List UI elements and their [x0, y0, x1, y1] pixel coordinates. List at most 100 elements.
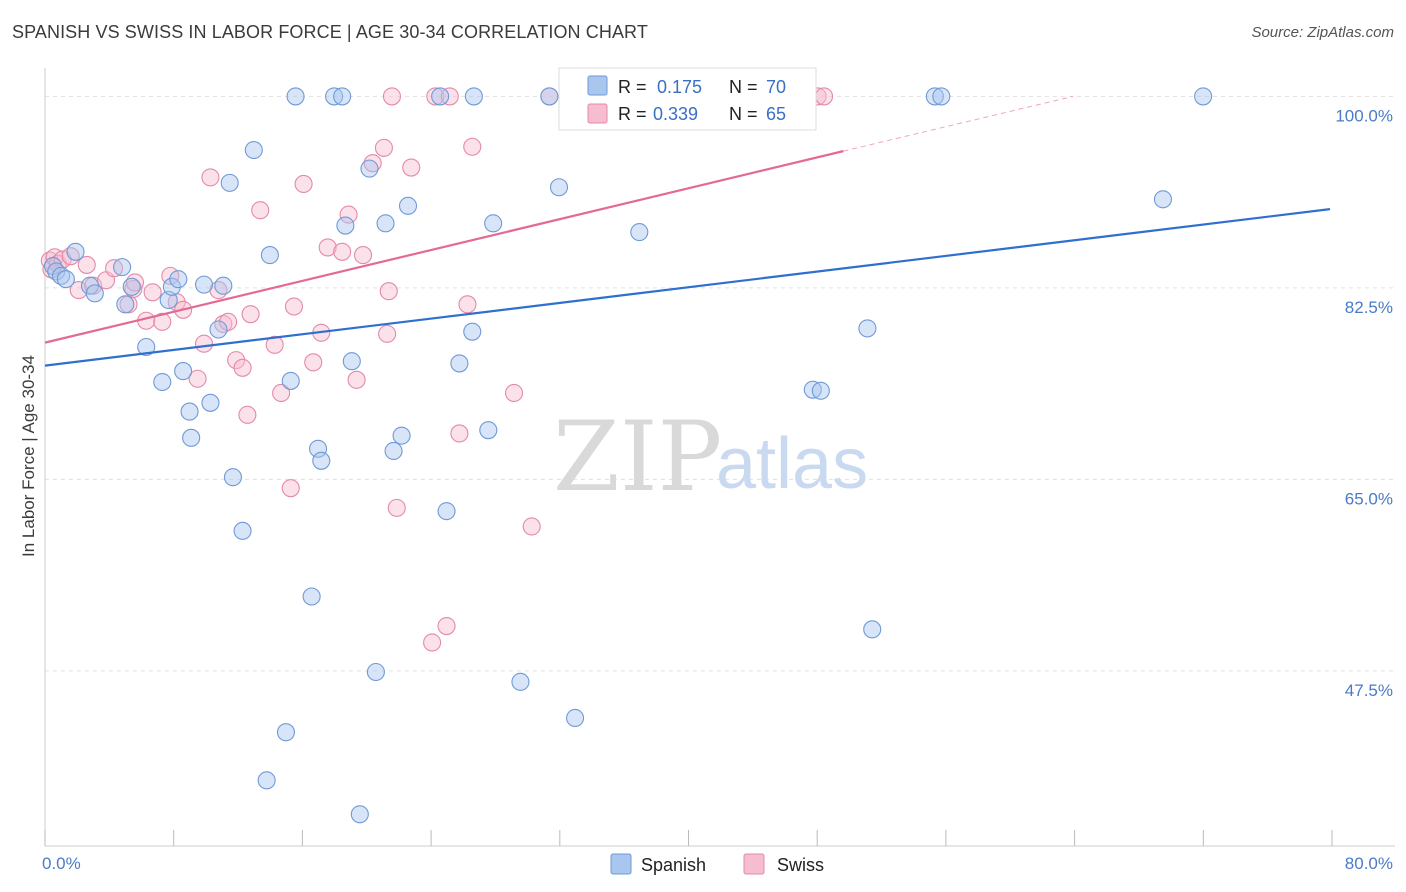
swiss-point: [219, 312, 238, 331]
spanish-point: [431, 87, 450, 106]
spanish-point: [333, 87, 352, 106]
swiss-point: [814, 87, 834, 106]
swiss-point: [238, 405, 257, 424]
spanish-point: [479, 421, 498, 440]
spanish-point: [450, 354, 469, 373]
swiss-point: [347, 370, 366, 389]
swiss-point: [284, 297, 304, 316]
watermark-atlas: atlas: [716, 424, 868, 504]
spanish-point: [309, 439, 328, 458]
y-tick-label: 100.0%: [1335, 106, 1393, 125]
spanish-point: [464, 87, 483, 106]
spanish-point: [56, 270, 75, 289]
spanish-point: [122, 277, 141, 296]
spanish-point: [66, 242, 85, 261]
trend-layer: [44, 95, 1331, 367]
spanish-point: [376, 214, 395, 233]
y-tick-label: 47.5%: [1345, 681, 1393, 700]
spanish-point: [182, 428, 201, 447]
spanish-point: [350, 805, 369, 824]
spanish-point: [302, 587, 321, 606]
swiss-point: [382, 87, 402, 106]
spanish-point: [511, 672, 530, 691]
swiss-point: [188, 369, 207, 388]
series-legend: Spanish Swiss: [610, 853, 824, 875]
swiss-point: [450, 424, 469, 443]
spanish-point: [437, 502, 456, 521]
swiss-point: [143, 283, 162, 302]
spanish-point: [162, 277, 181, 296]
swiss-point: [214, 314, 233, 334]
y-tick-label: 65.0%: [1345, 489, 1393, 508]
swiss-point: [522, 517, 541, 536]
spanish-point: [566, 708, 585, 728]
swiss-point: [374, 138, 393, 157]
spanish-point: [116, 295, 135, 314]
swiss-trend-line: [44, 150, 844, 344]
spanish-point: [260, 246, 279, 265]
watermark: ZIP atlas: [553, 401, 868, 513]
spanish-point: [463, 322, 482, 341]
spanish-point: [925, 87, 944, 106]
spanish-point: [1194, 87, 1213, 106]
swiss-point: [504, 383, 524, 403]
swiss-point: [437, 616, 456, 636]
swiss-point: [233, 358, 252, 377]
swiss-point: [379, 282, 398, 301]
swiss-point: [353, 246, 373, 265]
spanish-r-value: 0.175: [657, 77, 702, 97]
swiss-point: [241, 305, 260, 324]
swiss-point: [440, 87, 459, 106]
spanish-series-swatch: [610, 853, 632, 875]
spanish-point: [244, 140, 263, 160]
tick-label-layer: 100.0% 82.5% 65.0% 47.5% 0.0% 80.0%: [42, 106, 1393, 873]
swiss-point: [201, 168, 220, 187]
spanish-point: [863, 620, 882, 639]
spanish-point: [85, 284, 104, 303]
swiss-point: [426, 87, 445, 106]
swiss-point: [194, 334, 214, 353]
spanish-point: [233, 521, 252, 540]
spanish-point: [223, 468, 242, 487]
spanish-point: [312, 451, 331, 470]
spanish-point: [366, 662, 385, 682]
spanish-point: [484, 214, 503, 233]
swiss-point: [281, 479, 300, 498]
spanish-trend-line: [44, 208, 1331, 367]
swiss-point: [227, 351, 246, 370]
spanish-legend-swatch: [587, 75, 608, 96]
spanish-point: [169, 270, 188, 289]
swiss-r-label: R =: [618, 104, 647, 124]
points-layer: [40, 87, 1213, 824]
spanish-point: [180, 402, 199, 421]
spanish-point: [286, 87, 305, 106]
swiss-point: [251, 201, 270, 220]
swiss-point: [402, 158, 421, 177]
swiss-point: [463, 137, 482, 156]
swiss-point: [77, 255, 96, 274]
swiss-trend-extension: [843, 95, 1074, 152]
spanish-point: [257, 771, 276, 790]
spanish-point: [194, 275, 214, 294]
spanish-point: [384, 441, 403, 461]
swiss-point: [387, 498, 406, 517]
chart-source: Source: ZipAtlas.com: [1251, 24, 1394, 41]
spanish-point: [201, 393, 220, 412]
swiss-legend-swatch: [587, 103, 608, 124]
spanish-point: [811, 381, 830, 400]
spanish-point: [630, 223, 649, 242]
spanish-point: [214, 276, 233, 295]
spanish-point: [342, 352, 361, 371]
swiss-point: [458, 295, 477, 314]
stats-legend: R = 0.175 N = 70 R = 0.339 N = 65: [558, 67, 817, 131]
swiss-n-label: N =: [729, 104, 758, 124]
watermark-zip: ZIP: [553, 401, 722, 513]
grid-layer: [45, 95, 1395, 672]
spanish-r-label: R =: [618, 77, 647, 97]
spanish-series-label: Spanish: [641, 855, 706, 875]
x-tick-label: 80.0%: [1345, 854, 1393, 873]
spanish-point: [209, 320, 228, 339]
spanish-point: [174, 362, 193, 381]
swiss-point: [423, 633, 442, 652]
